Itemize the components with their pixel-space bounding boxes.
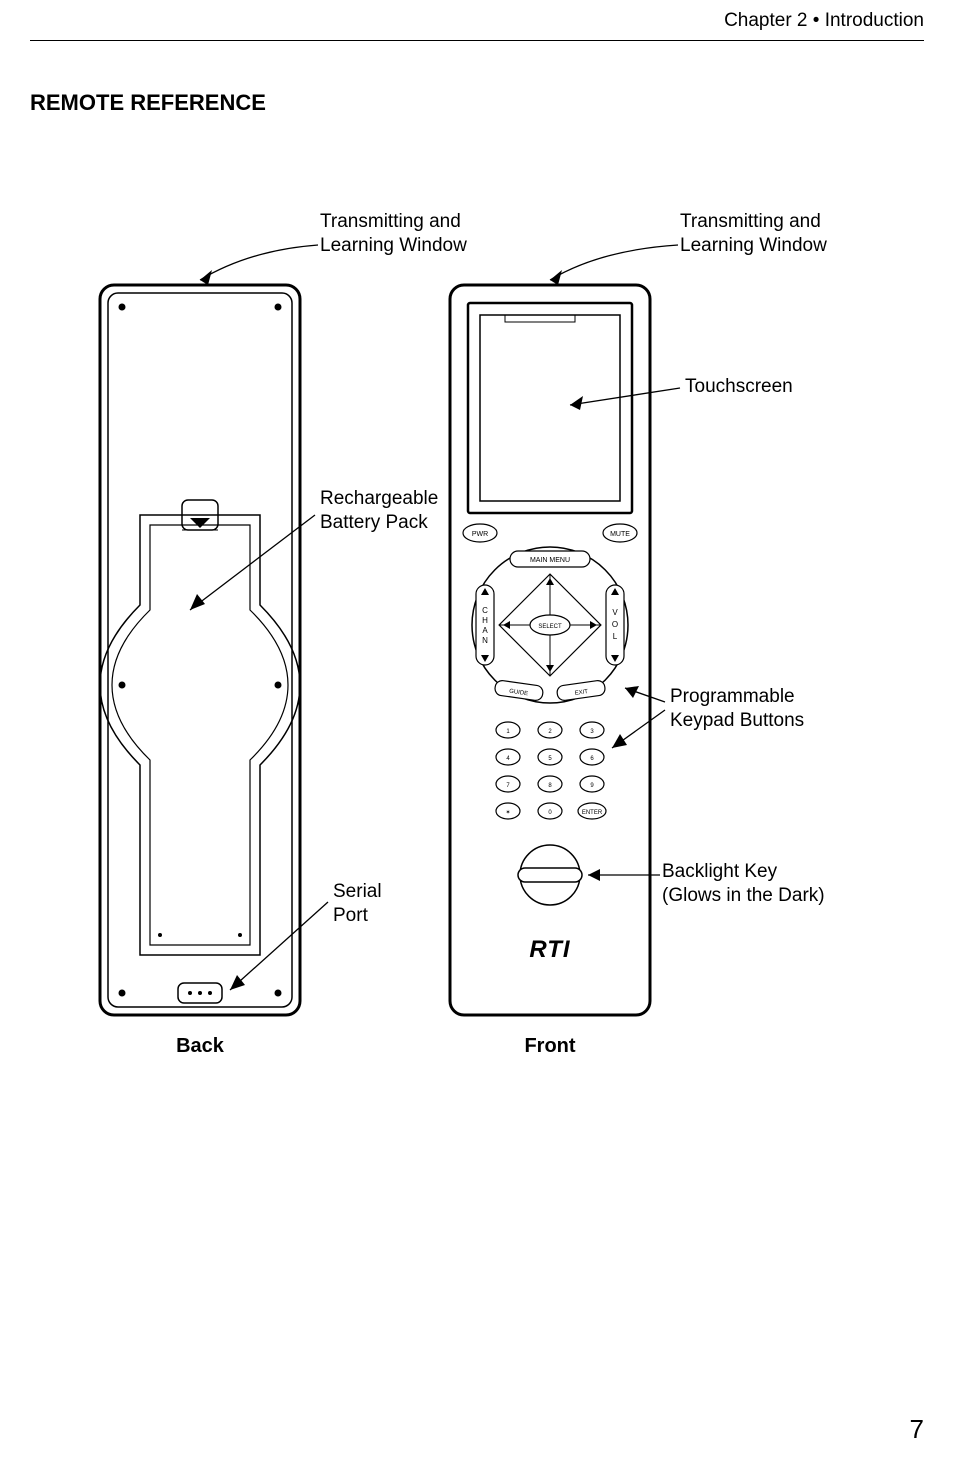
svg-text:RTI: RTI [529,936,571,963]
callout-serial: Serial Port [333,880,382,928]
svg-text:SELECT: SELECT [538,624,562,630]
svg-text:N: N [482,636,488,645]
view-front-label: Front [490,1035,610,1058]
svg-text:A: A [482,626,488,635]
svg-text:ENTER: ENTER [582,810,603,816]
pwr-button: PWR [463,524,497,542]
svg-text:C: C [482,606,488,615]
callout-backlight: Backlight Key (Glows in the Dark) [662,860,825,908]
front-remote: PWR MUTE MAIN MENU GUIDE EXIT [450,285,650,1015]
page: Chapter 2 • Introduction REMOTE REFERENC… [0,0,954,1465]
svg-text:PWR: PWR [472,531,488,538]
remote-svg: PWR MUTE MAIN MENU GUIDE EXIT [80,190,880,1140]
header-rule [30,40,924,41]
svg-text:O: O [612,620,618,629]
callout-back-transmit: Transmitting and Learning Window [320,210,467,258]
callout-battery: Rechargeable Battery Pack [320,487,438,535]
back-remote [100,285,300,1015]
svg-text:✶: ✶ [505,809,510,816]
remote-diagram: Transmitting and Learning Window Transmi… [80,190,880,1140]
svg-text:MAIN MENU: MAIN MENU [530,557,570,564]
callout-front-transmit: Transmitting and Learning Window [680,210,827,258]
page-number: 7 [910,1414,924,1445]
callout-touchscreen: Touchscreen [685,375,793,399]
section-title: REMOTE REFERENCE [30,90,266,116]
callout-keypad: Programmable Keypad Buttons [670,685,804,733]
chapter-label: Chapter 2 • Introduction [724,10,924,32]
svg-text:H: H [482,616,488,625]
svg-text:MUTE: MUTE [610,531,630,538]
mute-button: MUTE [603,524,637,542]
svg-text:V: V [612,608,618,617]
svg-text:L: L [613,632,618,641]
view-back-label: Back [140,1035,260,1058]
